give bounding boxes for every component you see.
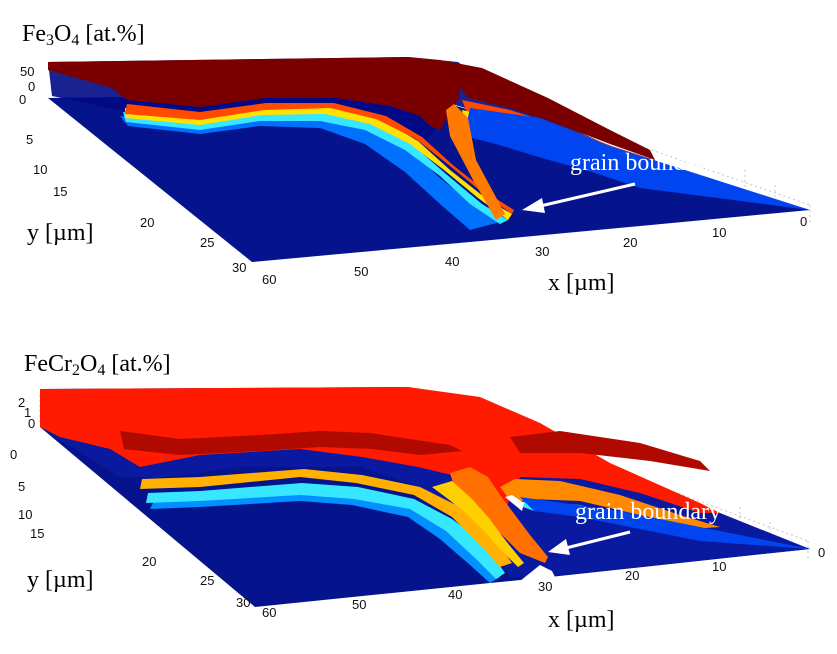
y-axis-ticks: 0 5 10 15 20 25 30	[19, 92, 246, 275]
grain-boundary-arrow	[548, 530, 631, 555]
x-axis-label: x [µm]	[548, 607, 614, 633]
y-tick: 30	[232, 260, 246, 275]
x-tick: 20	[625, 568, 639, 583]
y-axis-label: y [µm]	[27, 567, 93, 593]
plot-title: Fe3O4 [at.%]	[22, 21, 145, 49]
z-tick: 0	[28, 416, 35, 431]
y-tick: 10	[18, 507, 32, 522]
z-tick: 0	[28, 79, 35, 94]
plot-title: FeCr2O4 [at.%]	[24, 351, 171, 379]
x-tick: 30	[538, 579, 552, 594]
x-tick: 10	[712, 225, 726, 240]
z-tick: 1	[24, 405, 31, 420]
z-axis-ticks: 2 1 0	[18, 395, 35, 431]
x-tick: 40	[445, 254, 459, 269]
x-tick: 50	[354, 264, 368, 279]
y-tick: 15	[53, 184, 67, 199]
x-axis-ticks: 60 50 40 30 20 10 0	[262, 545, 825, 620]
grain-boundary-label: grain boundary	[575, 499, 721, 525]
x-tick: 20	[623, 235, 637, 250]
grain-boundary-label: grain boundary	[570, 150, 716, 176]
x-tick: 0	[818, 545, 825, 560]
y-tick: 0	[19, 92, 26, 107]
y-axis-ticks: 0 5 10 15 20 25 30	[10, 447, 250, 610]
x-axis-ticks: 60 50 40 30 20 10 0	[262, 214, 807, 287]
x-axis-label: x [µm]	[548, 270, 614, 296]
y-tick: 30	[236, 595, 250, 610]
z-axis-ticks: 50 0	[20, 64, 35, 94]
x-tick: 50	[352, 597, 366, 612]
y-tick: 25	[200, 235, 214, 250]
grain-boundary-arrow	[522, 182, 636, 213]
y-tick: 10	[33, 162, 47, 177]
fecr2o4-surface-svg: 2 1 0 0 5 10 15 20 25 30 60 50 40 30 20 …	[10, 387, 825, 633]
fe3o4-surface-plot: Fe3O4 [at.%] 50	[19, 21, 811, 296]
y-tick: 5	[26, 132, 33, 147]
x-tick: 60	[262, 605, 276, 620]
y-tick: 15	[30, 526, 44, 541]
fecr2o4-surface-plot: FeCr2O4 [at.%] 2	[0, 327, 837, 654]
y-tick: 20	[142, 554, 156, 569]
y-tick: 25	[200, 573, 214, 588]
x-tick: 40	[448, 587, 462, 602]
z-tick: 50	[20, 64, 34, 79]
fecr2o4-surface	[40, 387, 810, 607]
y-tick: 5	[18, 479, 25, 494]
x-tick: 10	[712, 559, 726, 574]
fe3o4-surface	[48, 57, 810, 262]
y-tick: 0	[10, 447, 17, 462]
fe3o4-surface-svg: 50 0 0 5 10 15 20 25 30 60 50 40 30 20 1…	[19, 57, 811, 296]
x-tick: 60	[262, 272, 276, 287]
y-axis-label: y [µm]	[27, 220, 93, 246]
x-tick: 30	[535, 244, 549, 259]
y-tick: 20	[140, 215, 154, 230]
z-tick: 2	[18, 395, 25, 410]
x-tick: 0	[800, 214, 807, 229]
